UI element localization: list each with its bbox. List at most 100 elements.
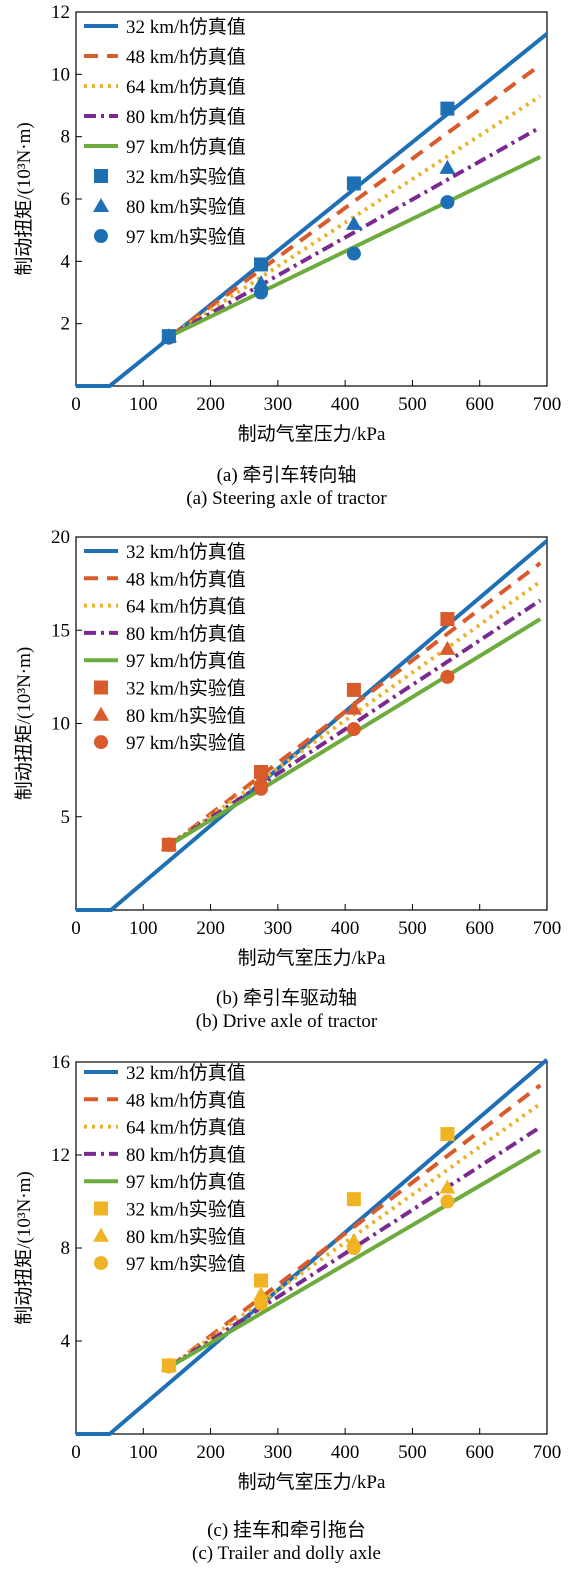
y-tick-label: 6 (61, 189, 71, 210)
x-tick-label: 100 (129, 1442, 158, 1463)
data-point (346, 176, 361, 191)
data-point (440, 612, 455, 627)
legend-label: 80 km/h实验值 (126, 705, 246, 727)
x-tick-label: 600 (465, 918, 494, 939)
legend-label: 97 km/h实验值 (126, 1253, 246, 1275)
data-point (161, 330, 176, 345)
series-line (168, 1083, 542, 1369)
y-tick-label: 20 (51, 527, 70, 548)
legend-label: 32 km/h实验值 (126, 166, 246, 188)
data-point (254, 1273, 269, 1288)
x-tick-label: 0 (71, 918, 81, 939)
series-line (169, 598, 542, 847)
legend-label: 32 km/h实验值 (126, 678, 246, 700)
caption-en-b: (b) Drive axle of tractor (195, 1011, 378, 1032)
legend-label: 32 km/h仿真值 (126, 1062, 246, 1084)
data-point (253, 275, 270, 290)
series-line (76, 539, 549, 912)
caption-en-a: (a) Steering axle of tractor (186, 488, 387, 509)
legend-label: 48 km/h仿真值 (126, 568, 246, 590)
data-point (440, 195, 455, 210)
series-line (169, 125, 542, 338)
x-tick-label: 0 (71, 1442, 81, 1463)
legend-marker-swatch (94, 1256, 108, 1271)
data-point (440, 101, 455, 116)
legend-marker-swatch (94, 229, 108, 243)
data-point (439, 159, 456, 174)
x-tick-label: 600 (465, 394, 494, 415)
chart-c: 0 100 200 300 400 500 600 700 4 8 12 16 制动气室压力/kPa 制动… (13, 1052, 562, 1493)
legend-label: 48 km/h仿真值 (126, 1089, 246, 1111)
legend-label: 32 km/h仿真值 (126, 541, 246, 563)
data-point (346, 1192, 361, 1207)
data-point (345, 700, 362, 715)
x-axis-label: 制动气室压力/kPa (238, 1471, 386, 1493)
chart-panel-a: 0 100 200 300 400 500 600 700 2 4 6 8 10 12 制动气室压力/kPa… (0, 0, 573, 525)
x-tick-label: 700 (533, 1442, 562, 1463)
legend-marker-swatch (93, 1227, 109, 1242)
x-tick-label: 200 (196, 918, 225, 939)
legend-label: 97 km/h仿真值 (126, 136, 246, 158)
x-tick-label: 500 (398, 1442, 427, 1463)
data-point (254, 781, 269, 796)
legend-marker-swatch (94, 680, 108, 695)
legend-marker-swatch (93, 198, 109, 212)
data-point (346, 722, 361, 737)
legend-label: 80 km/h仿真值 (126, 623, 246, 645)
chart-panel-b: 0 100 200 300 400 500 600 700 5 10 15 20 制动气室压力/kPa 制… (0, 525, 573, 1050)
y-tick-label: 10 (51, 714, 70, 735)
data-point (345, 215, 362, 230)
x-tick-label: 400 (331, 918, 360, 939)
legend-marker-swatch (93, 706, 109, 721)
data-point (254, 285, 269, 300)
x-tick-label: 0 (71, 394, 81, 415)
data-point (161, 1359, 176, 1374)
legend-label: 32 km/h仿真值 (126, 16, 246, 38)
legend-label: 32 km/h实验值 (126, 1199, 246, 1221)
legend-marker-swatch (94, 1201, 108, 1216)
legend-label: 64 km/h仿真值 (126, 1117, 246, 1139)
data-point (346, 682, 361, 697)
y-tick-label: 12 (51, 1145, 70, 1166)
y-tick-label: 12 (51, 2, 70, 23)
x-tick-label: 200 (196, 394, 225, 415)
y-axis-label: 制动扭矩/(10³N·m) (13, 1171, 35, 1324)
series-line (169, 94, 542, 338)
series-line (76, 1058, 549, 1436)
legend-label: 64 km/h仿真值 (126, 76, 246, 98)
y-tick-label: 2 (61, 314, 71, 335)
legend-label: 80 km/h实验值 (126, 1226, 246, 1248)
caption-en-c: (c) Trailer and dolly axle (192, 1543, 381, 1564)
data-point (346, 246, 361, 261)
chart-b: 0 100 200 300 400 500 600 700 5 10 15 20 制动气室压力/kPa 制… (13, 527, 562, 969)
caption-cn-c: (c) 挂车和牵引拖台 (207, 1520, 366, 1541)
x-tick-label: 700 (533, 394, 562, 415)
x-tick-label: 300 (264, 1442, 293, 1463)
data-point (440, 669, 455, 684)
x-tick-label: 600 (465, 1442, 494, 1463)
legend-label: 80 km/h仿真值 (126, 1144, 246, 1166)
caption-cn-b: (b) 牵引车驱动轴 (216, 988, 357, 1009)
y-tick-label: 15 (51, 620, 70, 641)
y-tick-label: 4 (61, 251, 71, 272)
y-tick-label: 5 (61, 807, 71, 828)
legend-marker-swatch (94, 735, 108, 750)
series-line (169, 155, 542, 338)
legend-label: 97 km/h实验值 (126, 226, 246, 248)
legend-label: 97 km/h实验值 (126, 732, 246, 754)
x-tick-label: 700 (533, 918, 562, 939)
series-line (169, 63, 542, 338)
chart-panel-c: 0 100 200 300 400 500 600 700 4 8 12 16 制动气室压力/kPa 制动… (0, 1050, 573, 1583)
chart-a: 0 100 200 300 400 500 600 700 2 4 6 8 10 12 制动气室压力/kPa… (13, 2, 562, 445)
x-tick-label: 300 (264, 918, 293, 939)
data-point (254, 1296, 269, 1311)
x-tick-label: 400 (331, 394, 360, 415)
y-tick-label: 4 (61, 1331, 71, 1352)
legend-label: 97 km/h仿真值 (126, 650, 246, 672)
series-line (76, 32, 549, 388)
y-tick-label: 10 (51, 64, 70, 85)
x-tick-label: 500 (398, 394, 427, 415)
y-tick-label: 16 (51, 1052, 70, 1073)
x-tick-label: 100 (129, 918, 158, 939)
x-tick-label: 500 (398, 918, 427, 939)
